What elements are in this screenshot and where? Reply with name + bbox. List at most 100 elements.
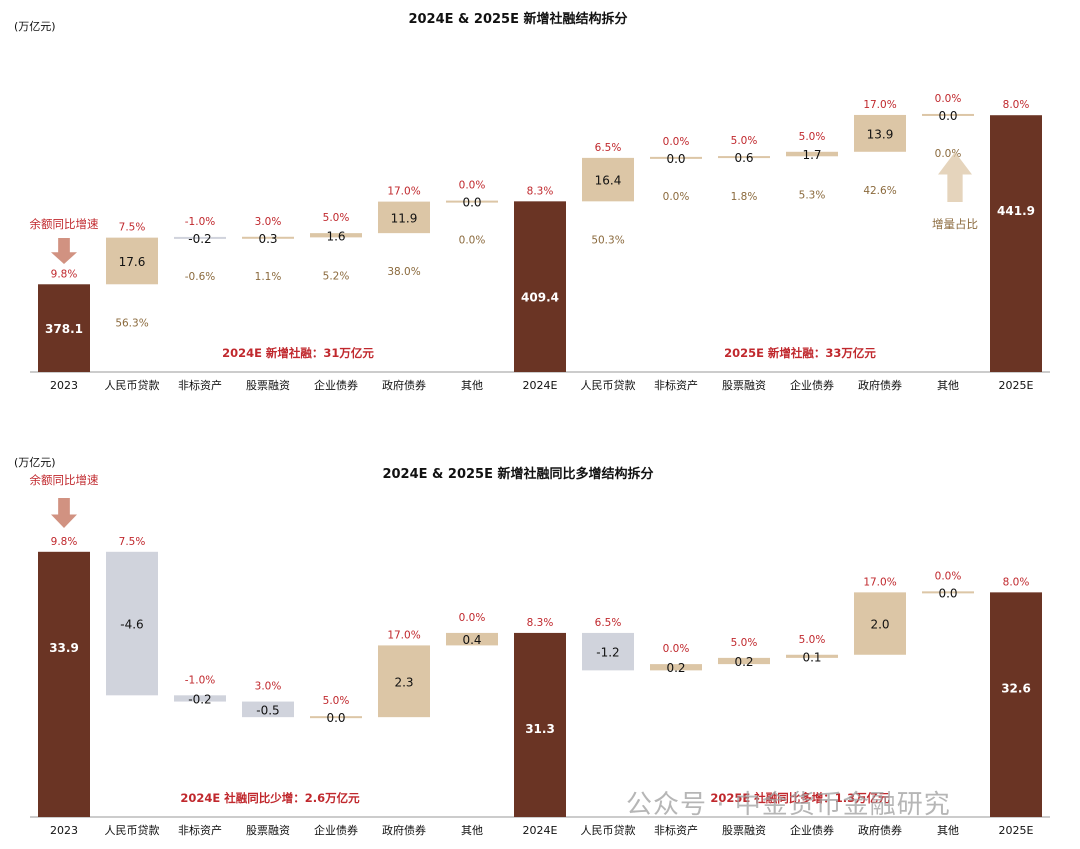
share-label-10: 1.8%: [731, 191, 758, 203]
value-label-6: 0.4: [462, 633, 481, 647]
category-label-5: 政府债券: [382, 378, 426, 392]
yoy-label-2: -1.0%: [185, 674, 215, 686]
value-label-13: 0.0: [938, 109, 957, 123]
annotation-0: 余额同比增速: [30, 473, 99, 487]
bar-3: [242, 236, 294, 239]
share-label-9: 0.0%: [663, 191, 690, 203]
category-label-11: 企业债券: [790, 823, 834, 837]
value-label-8: 16.4: [595, 174, 622, 188]
yoy-label-11: 5.0%: [799, 131, 826, 143]
category-label-10: 股票融资: [722, 824, 766, 837]
value-label-6: 0.0: [462, 196, 481, 210]
yoy-label-4: 5.0%: [323, 695, 350, 707]
yoy-label-3: 3.0%: [255, 216, 282, 228]
share-label-1: 56.3%: [115, 317, 148, 329]
bar-9: [650, 156, 702, 159]
share-label-6: 0.0%: [459, 235, 486, 247]
yoy-label-7: 8.3%: [527, 185, 554, 197]
value-label-9: 0.2: [666, 661, 685, 675]
value-label-1: -4.6: [120, 618, 143, 632]
bar-2: [174, 236, 226, 239]
annotation-1: 增量占比: [932, 217, 978, 231]
bar-13: [922, 113, 974, 116]
arrow-up-icon-1-shape: [938, 152, 972, 202]
value-label-1: 17.6: [119, 255, 146, 269]
arrow-down-icon-0: [51, 498, 77, 528]
category-label-12: 政府债券: [858, 823, 902, 837]
bar-11: [786, 654, 838, 658]
chart-2-title: 2024E & 2025E 新增社融同比多增结构拆分: [382, 466, 653, 482]
bar-4: [310, 233, 362, 238]
category-label-4: 企业债券: [314, 378, 358, 392]
value-label-5: 11.9: [391, 211, 418, 225]
annotation-2: 2024E 新增社融：31万亿元: [222, 346, 374, 360]
category-label-5: 政府债券: [382, 823, 426, 837]
yoy-label-10: 5.0%: [731, 637, 758, 649]
category-label-8: 人民币贷款: [581, 823, 636, 837]
category-label-6: 其他: [461, 824, 483, 837]
bar-0: [38, 284, 90, 372]
category-label-2: 非标资产: [178, 823, 222, 837]
share-label-4: 5.2%: [323, 270, 350, 282]
bar-12: [854, 114, 906, 152]
yoy-label-7: 8.3%: [527, 617, 554, 629]
share-label-11: 5.3%: [799, 189, 826, 201]
category-label-1: 人民币贷款: [105, 823, 160, 837]
yoy-label-0: 9.8%: [51, 268, 78, 280]
category-label-9: 非标资产: [654, 378, 698, 392]
category-label-3: 股票融资: [246, 379, 290, 392]
value-label-11: 1.7: [802, 148, 821, 162]
chart-2: 2024E & 2025E 新增社融同比多增结构拆分 (万亿元) 33.9 9.8…: [14, 456, 1050, 837]
yoy-label-12: 17.0%: [863, 99, 896, 111]
category-label-0: 2023: [50, 379, 78, 392]
yoy-label-11: 5.0%: [799, 634, 826, 646]
value-label-7: 31.3: [525, 722, 555, 736]
chart-1-title: 2024E & 2025E 新增社融结构拆分: [408, 11, 627, 27]
yoy-label-4: 5.0%: [323, 212, 350, 224]
category-label-0: 2023: [50, 824, 78, 837]
value-label-14: 32.6: [1001, 681, 1031, 695]
bar-13: [922, 591, 974, 594]
bar-7: [514, 201, 566, 372]
category-label-12: 政府债券: [858, 378, 902, 392]
bar-14: [990, 592, 1042, 817]
bar-6: [446, 200, 498, 203]
arrow-up-icon-1: [938, 152, 972, 202]
value-label-12: 13.9: [867, 127, 894, 141]
chart-1-unit-label: (万亿元): [14, 20, 56, 33]
value-label-14: 441.9: [997, 204, 1035, 218]
yoy-label-13: 0.0%: [935, 570, 962, 582]
bar-12: [854, 592, 906, 655]
category-label-14: 2025E: [999, 379, 1034, 392]
value-label-4: 0.0: [326, 711, 345, 725]
arrow-down-icon-0: [51, 238, 77, 264]
share-label-5: 38.0%: [387, 266, 420, 278]
yoy-label-2: -1.0%: [185, 216, 215, 228]
category-label-10: 股票融资: [722, 379, 766, 392]
yoy-label-12: 17.0%: [863, 576, 896, 588]
yoy-label-14: 8.0%: [1003, 99, 1030, 111]
yoy-label-0: 9.8%: [51, 536, 78, 548]
value-label-2: -0.2: [188, 232, 211, 246]
value-label-10: 0.2: [734, 655, 753, 669]
value-label-11: 0.1: [802, 650, 821, 664]
watermark: 公众号 · 中金货币金融研究: [626, 790, 951, 820]
bar-7: [514, 632, 566, 817]
chart-1: 2024E & 2025E 新增社融结构拆分 (万亿元) 378.1 9.8% 20…: [14, 11, 1050, 392]
arrow-down-icon-0-shape: [51, 498, 77, 528]
category-label-13: 其他: [937, 379, 959, 392]
yoy-label-8: 6.5%: [595, 617, 622, 629]
bar-14: [990, 115, 1042, 372]
value-label-8: -1.2: [596, 646, 619, 660]
yoy-label-1: 7.5%: [119, 536, 146, 548]
value-label-3: 0.3: [258, 232, 277, 246]
yoy-label-6: 0.0%: [459, 180, 486, 192]
category-label-3: 股票融资: [246, 824, 290, 837]
value-label-0: 378.1: [45, 322, 83, 336]
chart-2-unit-label: (万亿元): [14, 456, 56, 469]
yoy-label-6: 0.0%: [459, 612, 486, 624]
value-label-10: 0.6: [734, 151, 753, 165]
bar-3: [242, 701, 294, 718]
annotation-2: 2025E 社融同比多增：1.3万亿元: [710, 791, 890, 805]
yoy-label-9: 0.0%: [663, 136, 690, 148]
